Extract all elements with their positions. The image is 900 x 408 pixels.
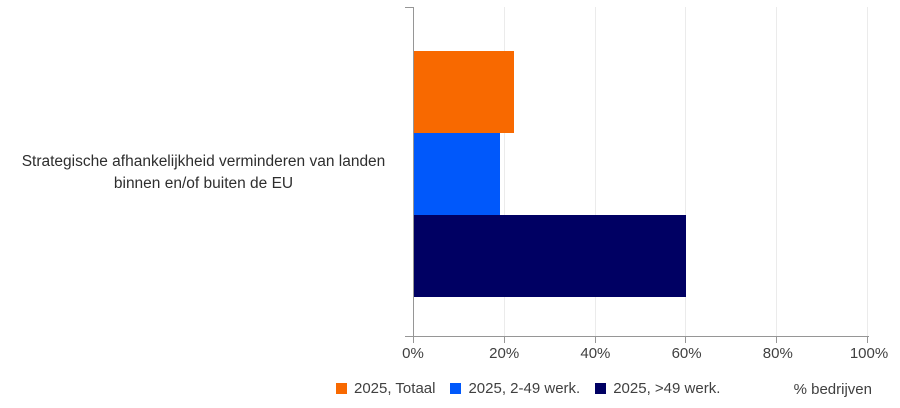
value-axis-line: [405, 336, 869, 337]
x-axis-tick-0: [413, 337, 414, 343]
x-tick-label-100: 100%: [849, 345, 889, 362]
x-tick-label-0: 0%: [402, 345, 424, 362]
gridline-60: [685, 7, 687, 336]
x-axis-tick-20: [503, 337, 505, 343]
category-axis-tick: [405, 7, 413, 8]
gridline-100: [867, 7, 868, 336]
x-axis-tick-80: [776, 337, 778, 343]
x-axis-tick-100: [867, 337, 868, 343]
legend-item-gt49-werk: 2025, >49 werk.: [595, 380, 720, 397]
legend-item-totaal: 2025, Totaal: [336, 380, 435, 397]
bar-2025-gt49-werk: [414, 215, 687, 297]
x-axis-tick-40: [594, 337, 596, 343]
bar-2025-2-49-werk: [414, 133, 501, 215]
legend-label-gt49-werk: 2025, >49 werk.: [613, 380, 721, 397]
legend-label-2-49-werk: 2025, 2-49 werk.: [468, 380, 581, 397]
legend-swatch-totaal-icon: [336, 383, 347, 394]
x-axis-tick-60: [685, 337, 687, 343]
x-tick-label-40: 40%: [580, 345, 611, 362]
legend-swatch-2-49-werk-icon: [450, 383, 462, 394]
legend-item-2-49-werk: 2025, 2-49 werk.: [450, 380, 580, 397]
gridline-20: [503, 7, 505, 336]
legend: 2025, Totaal 2025, 2-49 werk. 2025, >49 …: [336, 380, 720, 397]
plot-area: [413, 7, 868, 343]
category-label-line1: Strategische afhankelijkheid verminderen…: [21, 153, 386, 170]
legend-swatch-gt49-werk-icon: [595, 383, 607, 394]
x-axis-tick-labels: 0% 20% 40% 60% 80% 100%: [402, 345, 888, 365]
bar-2025-totaal: [414, 51, 514, 133]
category-axis-label: Strategische afhankelijkheid verminderen…: [0, 151, 407, 195]
x-tick-label-60: 60%: [671, 345, 702, 362]
value-axis-title: % bedrijven: [793, 381, 872, 398]
legend-label-totaal: 2025, Totaal: [354, 380, 436, 397]
gridline-40: [594, 7, 596, 336]
category-label-line2: binnen en/of buiten de EU: [113, 175, 294, 192]
gridline-80: [776, 7, 778, 336]
x-tick-label-20: 20%: [489, 345, 520, 362]
x-tick-label-80: 80%: [762, 345, 793, 362]
